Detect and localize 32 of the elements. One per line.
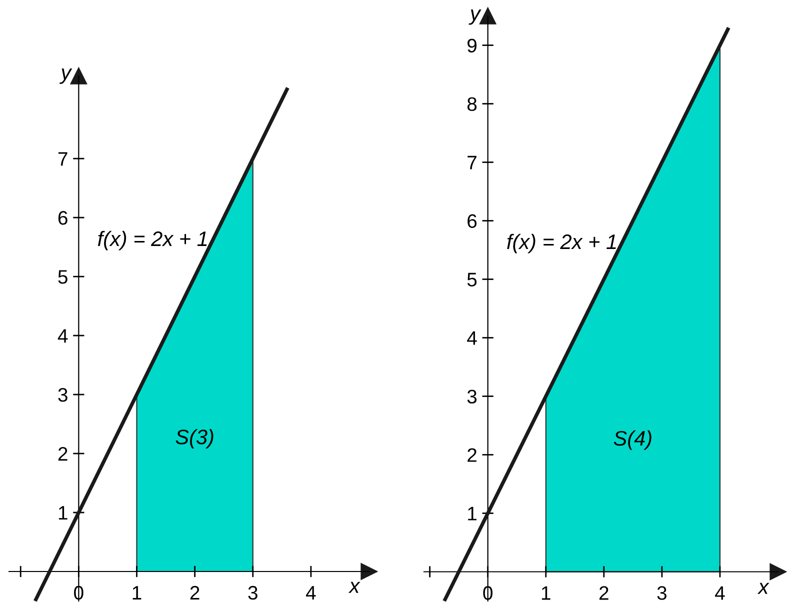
x-tick-label: 4 xyxy=(715,586,725,600)
y-axis-title: y xyxy=(60,68,72,84)
y-tick-label: 6 xyxy=(58,211,68,225)
y-tick-label: 3 xyxy=(58,388,68,402)
x-tick-label: 3 xyxy=(248,586,258,600)
x-tick-label: 4 xyxy=(306,586,316,600)
x-tick-label: 2 xyxy=(599,586,608,600)
annotation: S(4) xyxy=(614,430,652,450)
annotation: f(x) = 2x + 1 xyxy=(507,234,616,254)
y-tick-label: 5 xyxy=(467,272,477,286)
x-tick-label: 1 xyxy=(132,586,142,600)
y-tick-label: 2 xyxy=(58,446,68,461)
y-tick-label: 1 xyxy=(468,506,476,520)
y-tick-label: 3 xyxy=(467,390,477,404)
y-tick-label: 7 xyxy=(58,152,68,166)
y-tick-label: 2 xyxy=(468,448,476,462)
x-axis-title: x xyxy=(348,582,360,593)
x-tick-label: 1 xyxy=(542,586,550,600)
x-axis-title: x xyxy=(757,582,770,594)
y-tick-label: 7 xyxy=(468,156,476,170)
x-tick-label: 3 xyxy=(657,586,666,600)
y-tick-label: 8 xyxy=(467,97,477,111)
y-tick-label: 4 xyxy=(58,329,68,343)
y-tick-label: 5 xyxy=(58,270,68,284)
y-tick-label: 4 xyxy=(467,331,477,345)
x-tick-label: 2 xyxy=(190,586,200,600)
annotation: S(3) xyxy=(176,429,214,448)
y-tick-label: 1 xyxy=(58,506,68,520)
annotation: f(x) = 2x + 1 xyxy=(98,230,207,250)
y-axis-title: y xyxy=(468,9,482,25)
y-tick-label: 9 xyxy=(468,38,476,52)
y-tick-label: 6 xyxy=(468,214,477,228)
